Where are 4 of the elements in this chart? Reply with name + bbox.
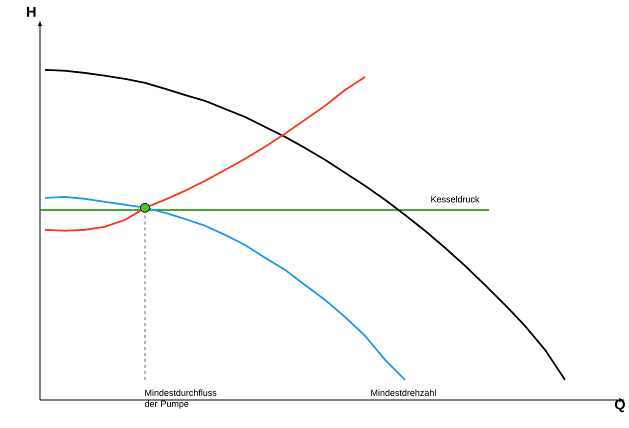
text: Mindestdrehzahl <box>371 389 436 396</box>
text: Mindestdurchfluss der Pumpe <box>144 389 216 409</box>
ref-line-label: Kesseldruck <box>431 196 480 202</box>
y-axis-title: H <box>27 6 36 17</box>
